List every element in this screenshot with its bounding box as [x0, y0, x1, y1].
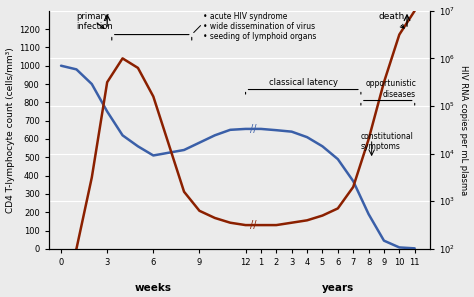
Text: primary
infection: primary infection	[76, 12, 113, 31]
Text: years: years	[322, 283, 354, 293]
Text: //: //	[250, 124, 256, 134]
Text: weeks: weeks	[135, 283, 172, 293]
Y-axis label: CD4 T-lymphocyte count (cells/mm³): CD4 T-lymphocyte count (cells/mm³)	[6, 47, 15, 213]
Text: constitutional
symptoms: constitutional symptoms	[361, 132, 414, 151]
Text: classical latency: classical latency	[269, 78, 338, 87]
Text: • acute HIV syndrome
• wide dissemination of virus
• seeding of lymphoid organs: • acute HIV syndrome • wide disseminatio…	[202, 12, 316, 42]
Text: death: death	[379, 12, 405, 28]
Text: //: //	[0, 296, 1, 297]
Text: opportunistic
diseases: opportunistic diseases	[365, 79, 416, 99]
Text: //: //	[250, 220, 256, 230]
Y-axis label: HIV RNA copies per mL plasma: HIV RNA copies per mL plasma	[459, 65, 468, 195]
